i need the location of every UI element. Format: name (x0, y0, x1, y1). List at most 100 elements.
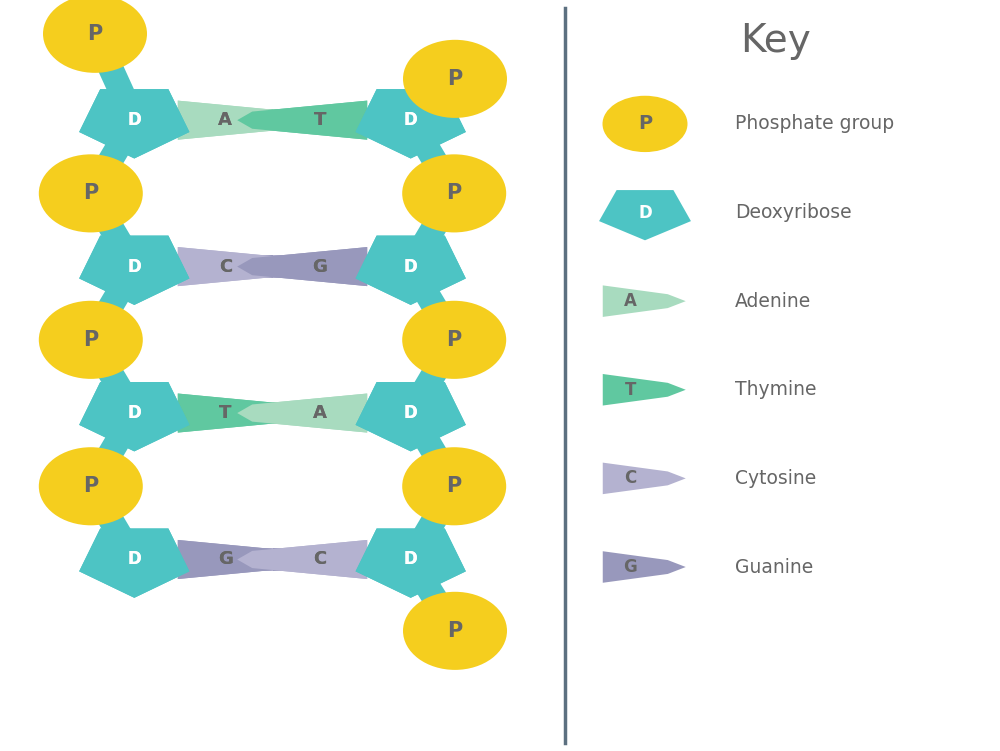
Polygon shape (356, 89, 466, 158)
Polygon shape (237, 394, 367, 433)
Polygon shape (603, 374, 686, 406)
FancyBboxPatch shape (257, 402, 272, 424)
FancyBboxPatch shape (257, 255, 272, 278)
FancyBboxPatch shape (257, 109, 272, 131)
Text: Phosphate group: Phosphate group (735, 114, 894, 134)
Polygon shape (79, 529, 189, 598)
Polygon shape (603, 551, 686, 583)
Text: A: A (313, 404, 327, 422)
Circle shape (403, 40, 507, 118)
Polygon shape (237, 247, 367, 286)
FancyBboxPatch shape (257, 109, 272, 131)
Polygon shape (79, 89, 189, 158)
Text: C: C (313, 550, 326, 569)
Text: D: D (127, 258, 141, 276)
Text: Adenine: Adenine (735, 291, 811, 311)
Polygon shape (79, 382, 189, 451)
Polygon shape (79, 236, 189, 305)
Text: P: P (447, 183, 462, 204)
Polygon shape (237, 394, 367, 433)
Text: D: D (404, 258, 418, 276)
FancyBboxPatch shape (272, 402, 288, 424)
Text: T: T (219, 404, 231, 422)
Text: A: A (313, 404, 327, 422)
Polygon shape (237, 247, 367, 286)
Text: D: D (404, 404, 418, 422)
Text: P: P (83, 476, 98, 496)
Text: A: A (218, 111, 232, 129)
Polygon shape (178, 540, 308, 579)
Text: D: D (404, 550, 418, 569)
Text: C: C (219, 258, 232, 276)
Polygon shape (356, 382, 466, 451)
Circle shape (402, 447, 506, 526)
Polygon shape (356, 529, 466, 598)
Circle shape (403, 592, 507, 670)
FancyBboxPatch shape (257, 548, 272, 571)
Circle shape (39, 300, 143, 379)
Text: T: T (314, 111, 326, 129)
Polygon shape (178, 247, 308, 286)
Text: D: D (127, 550, 141, 569)
Circle shape (39, 155, 143, 233)
Polygon shape (237, 101, 367, 140)
Polygon shape (356, 382, 466, 451)
Polygon shape (178, 101, 308, 140)
Text: D: D (404, 550, 418, 569)
FancyBboxPatch shape (272, 255, 288, 278)
Text: C: C (624, 469, 636, 487)
Text: D: D (127, 258, 141, 276)
Text: A: A (624, 292, 637, 310)
Polygon shape (178, 394, 308, 433)
Text: D: D (127, 404, 141, 422)
Text: D: D (127, 111, 141, 129)
Text: Key: Key (740, 23, 810, 60)
FancyBboxPatch shape (257, 255, 272, 278)
FancyBboxPatch shape (272, 109, 288, 131)
Polygon shape (356, 236, 466, 305)
Polygon shape (178, 540, 308, 579)
Text: D: D (127, 550, 141, 569)
Text: D: D (404, 111, 418, 129)
Text: P: P (447, 621, 463, 641)
Text: D: D (404, 111, 418, 129)
Polygon shape (178, 101, 308, 140)
Polygon shape (79, 89, 189, 158)
Text: C: C (313, 550, 326, 569)
FancyBboxPatch shape (272, 548, 288, 571)
FancyBboxPatch shape (257, 402, 272, 424)
Text: G: G (312, 258, 327, 276)
Polygon shape (356, 236, 466, 305)
Text: Cytosine: Cytosine (735, 469, 816, 488)
FancyBboxPatch shape (272, 548, 288, 571)
Text: P: P (447, 476, 462, 496)
Text: D: D (404, 404, 418, 422)
Text: T: T (625, 381, 636, 399)
Polygon shape (356, 89, 466, 158)
Polygon shape (79, 529, 189, 598)
FancyBboxPatch shape (272, 255, 288, 278)
Text: Deoxyribose: Deoxyribose (735, 203, 852, 222)
Polygon shape (356, 529, 466, 598)
Text: G: G (218, 550, 233, 569)
FancyBboxPatch shape (257, 548, 272, 571)
Text: T: T (314, 111, 326, 129)
Polygon shape (603, 285, 686, 317)
Text: P: P (87, 24, 103, 44)
Text: P: P (83, 183, 98, 204)
Polygon shape (599, 190, 691, 240)
Circle shape (43, 0, 147, 73)
Text: Guanine: Guanine (735, 557, 813, 577)
Text: G: G (312, 258, 327, 276)
Text: D: D (127, 404, 141, 422)
Text: D: D (638, 204, 652, 222)
Polygon shape (178, 247, 308, 286)
Circle shape (402, 300, 506, 379)
Text: G: G (218, 550, 233, 569)
Text: A: A (218, 111, 232, 129)
Text: Thymine: Thymine (735, 380, 816, 400)
Polygon shape (178, 394, 308, 433)
Polygon shape (79, 382, 189, 451)
Ellipse shape (602, 96, 688, 152)
Circle shape (402, 155, 506, 233)
